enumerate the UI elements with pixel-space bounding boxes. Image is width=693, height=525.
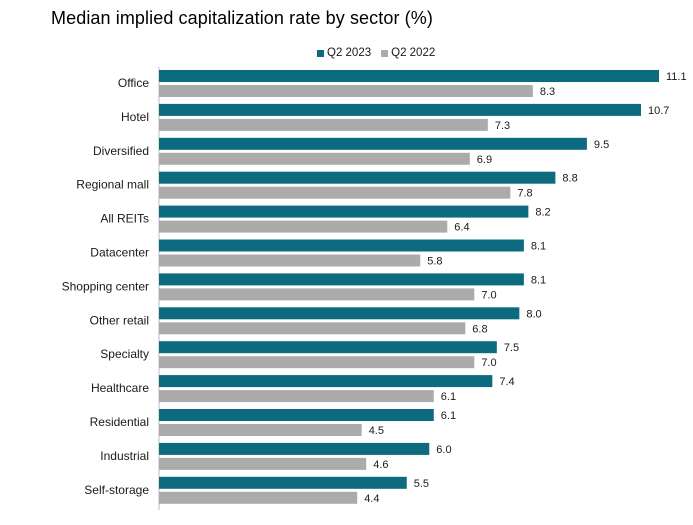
bar-q2-2022: [159, 322, 466, 335]
data-label: 6.1: [441, 410, 456, 422]
category-label: Other retail: [90, 313, 149, 327]
bar-q2-2022: [159, 220, 448, 233]
category-label: Residential: [90, 415, 149, 429]
legend-item-q2-2022: Q2 2022: [381, 47, 435, 59]
bar-q2-2023: [159, 375, 493, 388]
data-label: 4.5: [369, 425, 384, 437]
bar-q2-2023: [159, 103, 641, 116]
data-label: 7.0: [481, 357, 496, 369]
data-label: 10.7: [648, 105, 669, 117]
data-label: 8.3: [540, 86, 555, 98]
category-label: Hotel: [121, 110, 149, 124]
bar-q2-2023: [159, 137, 587, 150]
data-label: 6.1: [441, 391, 456, 403]
bar-q2-2022: [159, 390, 434, 403]
category-label: Regional mall: [76, 178, 149, 192]
data-label: 4.6: [373, 459, 388, 471]
data-label: 9.5: [594, 139, 609, 151]
data-label: 4.4: [364, 493, 379, 505]
legend-swatch-q2-2022: [381, 49, 389, 57]
bar-q2-2022: [159, 186, 511, 199]
data-label: 7.4: [499, 376, 514, 388]
bar-q2-2023: [159, 273, 524, 286]
legend-item-q2-2023: Q2 2023: [317, 47, 371, 59]
category-label: Datacenter: [90, 246, 149, 260]
bar-q2-2023: [159, 205, 529, 218]
bar-q2-2023: [159, 239, 524, 252]
bar-q2-2023: [159, 341, 497, 354]
legend-label-q2-2023: Q2 2023: [327, 47, 372, 59]
bar-q2-2023: [159, 171, 556, 184]
bar-q2-2022: [159, 457, 367, 470]
data-label: 6.4: [454, 222, 469, 234]
category-label: Diversified: [93, 144, 149, 158]
category-label: Specialty: [100, 347, 149, 361]
chart-title: Median implied capitalization rate by se…: [51, 8, 433, 28]
category-label: Industrial: [100, 449, 149, 463]
category-label: All REITs: [100, 212, 149, 226]
bar-q2-2022: [159, 118, 488, 131]
bar-q2-2022: [159, 85, 533, 97]
bar-q2-2022: [159, 152, 470, 165]
data-label: 8.2: [535, 207, 550, 219]
data-label: 7.5: [504, 342, 519, 354]
bar-q2-2022: [159, 356, 475, 369]
data-label: 7.8: [517, 188, 532, 200]
data-label: 7.0: [481, 289, 496, 301]
category-label: Office: [118, 76, 149, 90]
legend-label-q2-2022: Q2 2022: [391, 47, 436, 59]
legend-swatch-q2-2023: [317, 49, 324, 57]
bar-q2-2023: [159, 70, 659, 82]
legend: Q2 2023 Q2 2022: [317, 47, 445, 59]
bar-q2-2023: [159, 409, 434, 421]
data-label: 8.1: [531, 274, 546, 286]
data-label: 6.8: [472, 323, 487, 335]
bar-q2-2023: [159, 307, 520, 320]
category-label: Self-storage: [84, 483, 149, 497]
bar-q2-2023: [159, 442, 430, 455]
bar-q2-2022: [159, 288, 475, 301]
category-label: Shopping center: [62, 279, 149, 293]
data-label: 8.0: [526, 308, 541, 320]
data-label: 8.1: [531, 241, 546, 253]
bar-q2-2023: [159, 476, 407, 489]
data-label: 11.1: [666, 71, 687, 83]
bar-q2-2022: [159, 491, 358, 504]
bar-q2-2022: [159, 254, 421, 267]
data-label: 5.8: [427, 256, 442, 268]
data-label: 6.9: [477, 154, 492, 166]
data-label: 8.8: [562, 173, 577, 185]
category-label: Healthcare: [91, 381, 149, 395]
data-label: 7.3: [495, 120, 510, 132]
data-label: 5.5: [414, 478, 429, 490]
data-label: 6.0: [436, 444, 451, 456]
bar-q2-2022: [159, 424, 362, 436]
